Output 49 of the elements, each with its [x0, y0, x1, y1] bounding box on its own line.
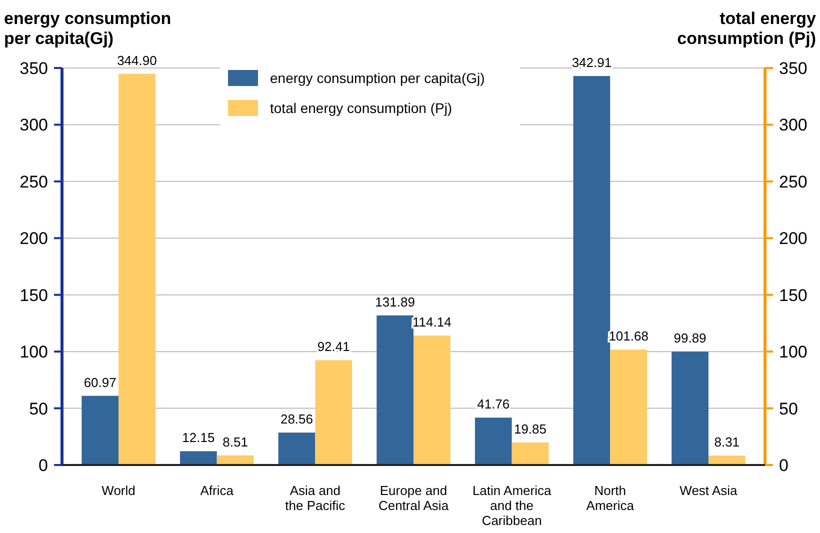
y2-axis-title: total energy consumption (Pj) [677, 9, 817, 48]
data-label: 28.56 [280, 412, 314, 427]
bar [118, 74, 156, 465]
y2-tick-label: 150 [779, 286, 808, 305]
y2-tick-label: 200 [779, 229, 808, 248]
bar [672, 352, 708, 465]
y-tick-label: 150 [20, 286, 48, 305]
bar [315, 360, 352, 465]
y2-tick-label: 50 [779, 399, 798, 418]
data-label: 92.41 [317, 339, 350, 354]
bar [573, 76, 610, 465]
y-tick-label: 300 [20, 116, 48, 135]
data-label: 41.76 [477, 396, 510, 412]
y-tick-label: 50 [29, 399, 48, 418]
x-tick-label: Latin America and the Caribbean [472, 483, 552, 528]
data-label: 344.90 [117, 52, 157, 68]
y2-tick-label: 100 [779, 342, 808, 362]
data-label: 342.91 [572, 55, 612, 70]
data-label: 8.51 [222, 434, 248, 450]
x-tick-label: West Asia [680, 483, 738, 498]
data-label: 60.97 [84, 374, 116, 390]
data-label: 131.89 [375, 294, 415, 310]
y-tick-label: 0 [38, 456, 48, 475]
bar [708, 456, 746, 465]
x-tick-label: Asia and the Pacific [285, 483, 346, 513]
data-label: 99.89 [674, 330, 706, 346]
y2-tick-label: 0 [779, 456, 788, 475]
data-label: 19.85 [514, 421, 547, 436]
data-label: 8.31 [714, 434, 740, 450]
x-tick-label: World [102, 483, 136, 498]
y-tick-label: 100 [20, 342, 48, 362]
y-axis-title: energy consumption per capita(Gj) [4, 9, 172, 48]
y2-tick-label: 350 [779, 59, 808, 78]
bar [82, 396, 119, 465]
legend-label: total energy consumption (Pj) [270, 100, 452, 116]
y2-tick-label: 250 [779, 172, 808, 192]
y2-tick-label: 300 [779, 116, 808, 135]
bar [278, 432, 316, 465]
data-label: 114.14 [412, 314, 452, 330]
y-tick-label: 250 [20, 172, 48, 192]
data-label: 12.15 [182, 430, 215, 446]
x-tick-label: Europe and Central Asia [378, 483, 450, 513]
x-tick-label: North America [586, 483, 635, 513]
bar [610, 350, 648, 465]
bar [474, 418, 512, 465]
y-tick-label: 200 [20, 229, 48, 248]
x-tick-label: Africa [200, 483, 234, 498]
legend-label: energy consumption per capita(Gj) [270, 70, 485, 86]
y-tick-label: 350 [20, 59, 48, 78]
